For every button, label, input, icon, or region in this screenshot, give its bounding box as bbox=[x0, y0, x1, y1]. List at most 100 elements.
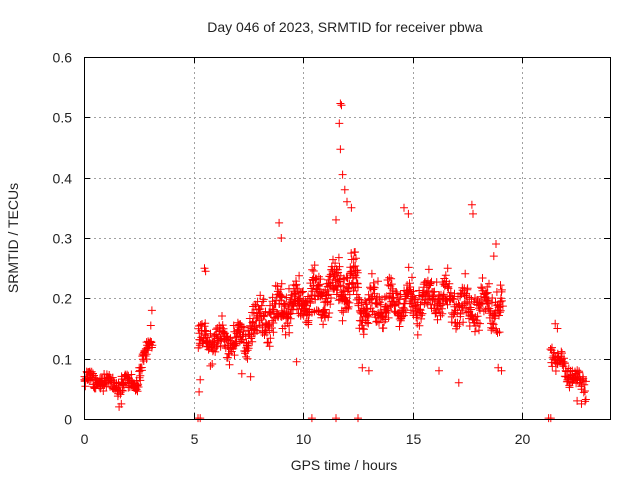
data-point bbox=[336, 99, 345, 108]
data-point bbox=[201, 267, 210, 276]
data-point bbox=[492, 240, 500, 248]
data-point bbox=[329, 255, 337, 264]
data-point bbox=[230, 351, 239, 360]
data-point bbox=[363, 318, 371, 327]
data-point bbox=[424, 286, 433, 295]
data-point bbox=[331, 259, 340, 268]
data-point bbox=[195, 387, 204, 396]
data-point bbox=[561, 359, 569, 368]
data-point bbox=[493, 328, 502, 337]
data-point bbox=[376, 300, 385, 309]
data-point bbox=[483, 297, 492, 306]
data-point bbox=[550, 348, 559, 357]
data-point bbox=[278, 292, 286, 301]
data-point bbox=[229, 321, 238, 330]
y-tick-label: 0.3 bbox=[53, 231, 73, 247]
chart-title: Day 046 of 2023, SRMTID for receiver pbw… bbox=[207, 19, 483, 35]
data-point bbox=[364, 319, 373, 328]
data-point bbox=[351, 266, 360, 275]
data-point bbox=[546, 414, 555, 423]
data-point bbox=[469, 209, 477, 218]
data-point bbox=[577, 399, 586, 408]
data-point bbox=[306, 299, 315, 308]
data-point bbox=[497, 285, 506, 294]
data-point bbox=[358, 363, 367, 372]
data-point bbox=[456, 312, 465, 321]
data-point bbox=[316, 275, 325, 284]
data-point bbox=[471, 327, 479, 336]
data-point bbox=[557, 347, 566, 356]
data-point bbox=[357, 298, 366, 307]
data-point bbox=[237, 369, 246, 378]
data-point bbox=[357, 321, 366, 330]
data-point bbox=[361, 296, 369, 305]
data-point bbox=[573, 396, 582, 405]
y-tick-label: 0.2 bbox=[53, 291, 73, 307]
y-tick-label: 0.5 bbox=[53, 110, 73, 126]
data-point bbox=[196, 375, 205, 384]
data-point bbox=[216, 342, 225, 351]
data-point bbox=[276, 285, 285, 294]
data-point bbox=[242, 352, 251, 361]
data-point bbox=[148, 341, 157, 350]
data-point bbox=[463, 298, 472, 307]
data-point bbox=[315, 280, 324, 289]
data-point bbox=[581, 387, 589, 395]
data-point bbox=[282, 293, 291, 302]
data-point bbox=[483, 288, 492, 297]
axis-ticks: 0 0.1 0.2 0.3 0.4 0.5 0.6 0 5 10 15 20 bbox=[53, 50, 610, 447]
data-point bbox=[352, 254, 360, 263]
data-point bbox=[336, 145, 345, 154]
data-point bbox=[256, 305, 265, 313]
data-point bbox=[463, 284, 472, 293]
data-point bbox=[409, 287, 418, 296]
data-point bbox=[404, 263, 413, 272]
data-point bbox=[395, 295, 404, 304]
data-point bbox=[482, 289, 491, 298]
data-point bbox=[267, 324, 276, 332]
data-point bbox=[496, 306, 505, 315]
data-point bbox=[354, 414, 362, 423]
y-tick-label: 0.6 bbox=[53, 50, 73, 66]
data-point bbox=[352, 273, 361, 282]
x-axis-label: GPS time / hours bbox=[291, 457, 398, 473]
data-point bbox=[406, 283, 415, 291]
data-point bbox=[308, 265, 317, 274]
data-point bbox=[334, 253, 343, 262]
data-point bbox=[489, 320, 498, 329]
data-point bbox=[277, 279, 286, 288]
data-point bbox=[581, 395, 590, 404]
data-point bbox=[382, 302, 391, 311]
data-point bbox=[473, 312, 482, 321]
data-point bbox=[342, 303, 351, 312]
data-point bbox=[580, 380, 589, 389]
data-point bbox=[338, 170, 347, 179]
data-point bbox=[120, 381, 128, 390]
x-tick-label: 15 bbox=[406, 431, 422, 447]
data-point bbox=[262, 320, 271, 329]
data-point bbox=[341, 293, 350, 302]
data-point bbox=[454, 378, 463, 387]
data-point bbox=[285, 328, 294, 337]
data-point bbox=[223, 353, 232, 362]
data-point bbox=[142, 350, 151, 359]
data-point bbox=[351, 262, 360, 270]
data-point bbox=[260, 311, 269, 320]
data-point bbox=[413, 330, 422, 339]
data-point bbox=[213, 341, 222, 350]
data-point bbox=[319, 320, 328, 329]
data-point bbox=[326, 300, 335, 309]
data-point bbox=[266, 334, 275, 343]
data-point bbox=[258, 297, 267, 306]
data-point bbox=[435, 366, 443, 375]
data-point bbox=[310, 261, 319, 270]
data-point bbox=[243, 354, 252, 363]
data-point bbox=[99, 387, 108, 395]
data-point bbox=[465, 307, 474, 316]
data-point bbox=[146, 321, 155, 330]
data-point bbox=[565, 383, 574, 392]
data-point bbox=[495, 311, 503, 320]
data-point bbox=[436, 311, 445, 320]
data-point bbox=[232, 333, 241, 341]
data-point bbox=[309, 267, 318, 275]
